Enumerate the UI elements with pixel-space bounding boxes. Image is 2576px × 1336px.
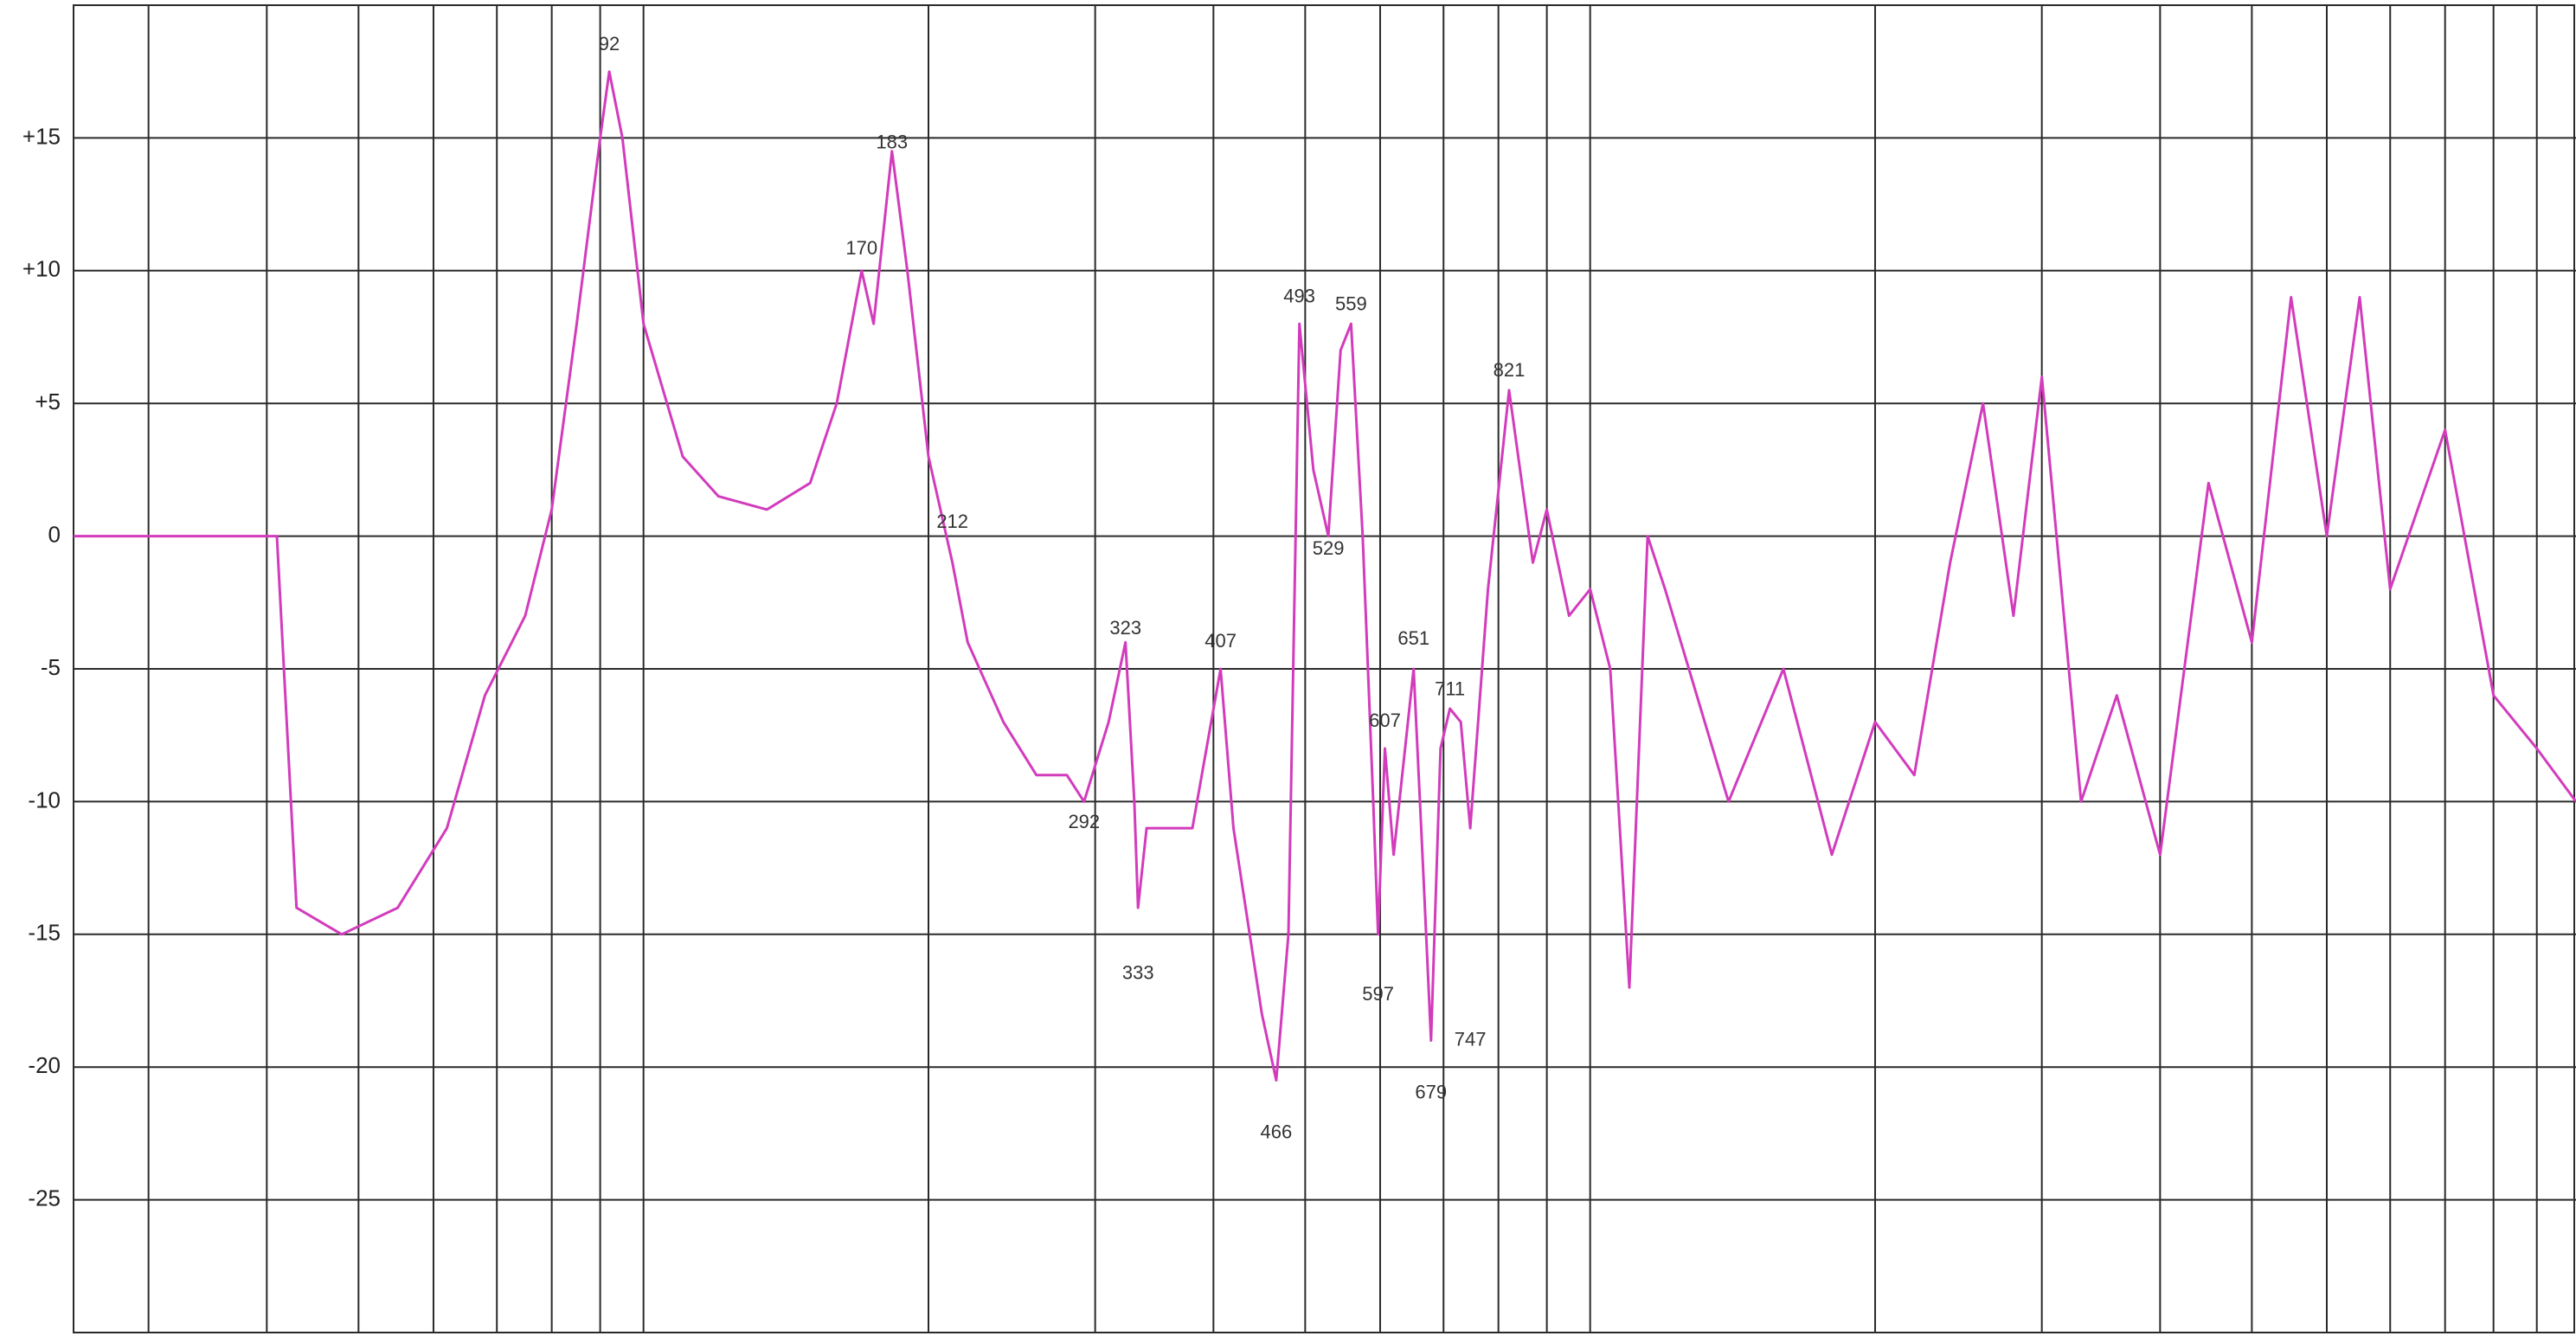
y-tick-label: +15 [22,123,61,149]
y-tick-label: +5 [35,389,61,414]
peak-annotation: 407 [1204,630,1237,652]
peak-annotation: 292 [1068,811,1100,832]
peak-annotation: 597 [1362,983,1394,1005]
peak-annotation: 679 [1415,1082,1447,1103]
y-tick-label: -20 [28,1052,61,1078]
y-tick-label: -5 [41,654,61,680]
peak-annotation: 92 [599,33,620,55]
peak-annotation: 529 [1313,537,1345,559]
peak-annotation: 821 [1494,359,1526,381]
y-tick-label: -15 [28,920,61,946]
peak-annotation: 212 [936,511,968,532]
peak-annotation: 651 [1397,627,1429,649]
peak-annotation: 333 [1122,962,1154,984]
y-tick-label: +10 [22,256,61,282]
peak-annotation: 493 [1283,285,1315,306]
peak-annotation: 466 [1261,1121,1293,1143]
response-line [74,70,2576,1082]
peak-annotation: 607 [1369,710,1401,731]
peak-annotation: 711 [1435,678,1465,699]
peak-annotation: 747 [1455,1028,1487,1050]
y-tick-label: -10 [28,787,61,813]
peak-annotation: 170 [845,237,877,259]
peak-annotation: 183 [876,131,908,152]
peak-annotation: 323 [1109,617,1141,639]
peak-annotation: 559 [1335,292,1367,314]
y-tick-label: -25 [28,1185,61,1211]
y-tick-label: 0 [48,521,61,547]
